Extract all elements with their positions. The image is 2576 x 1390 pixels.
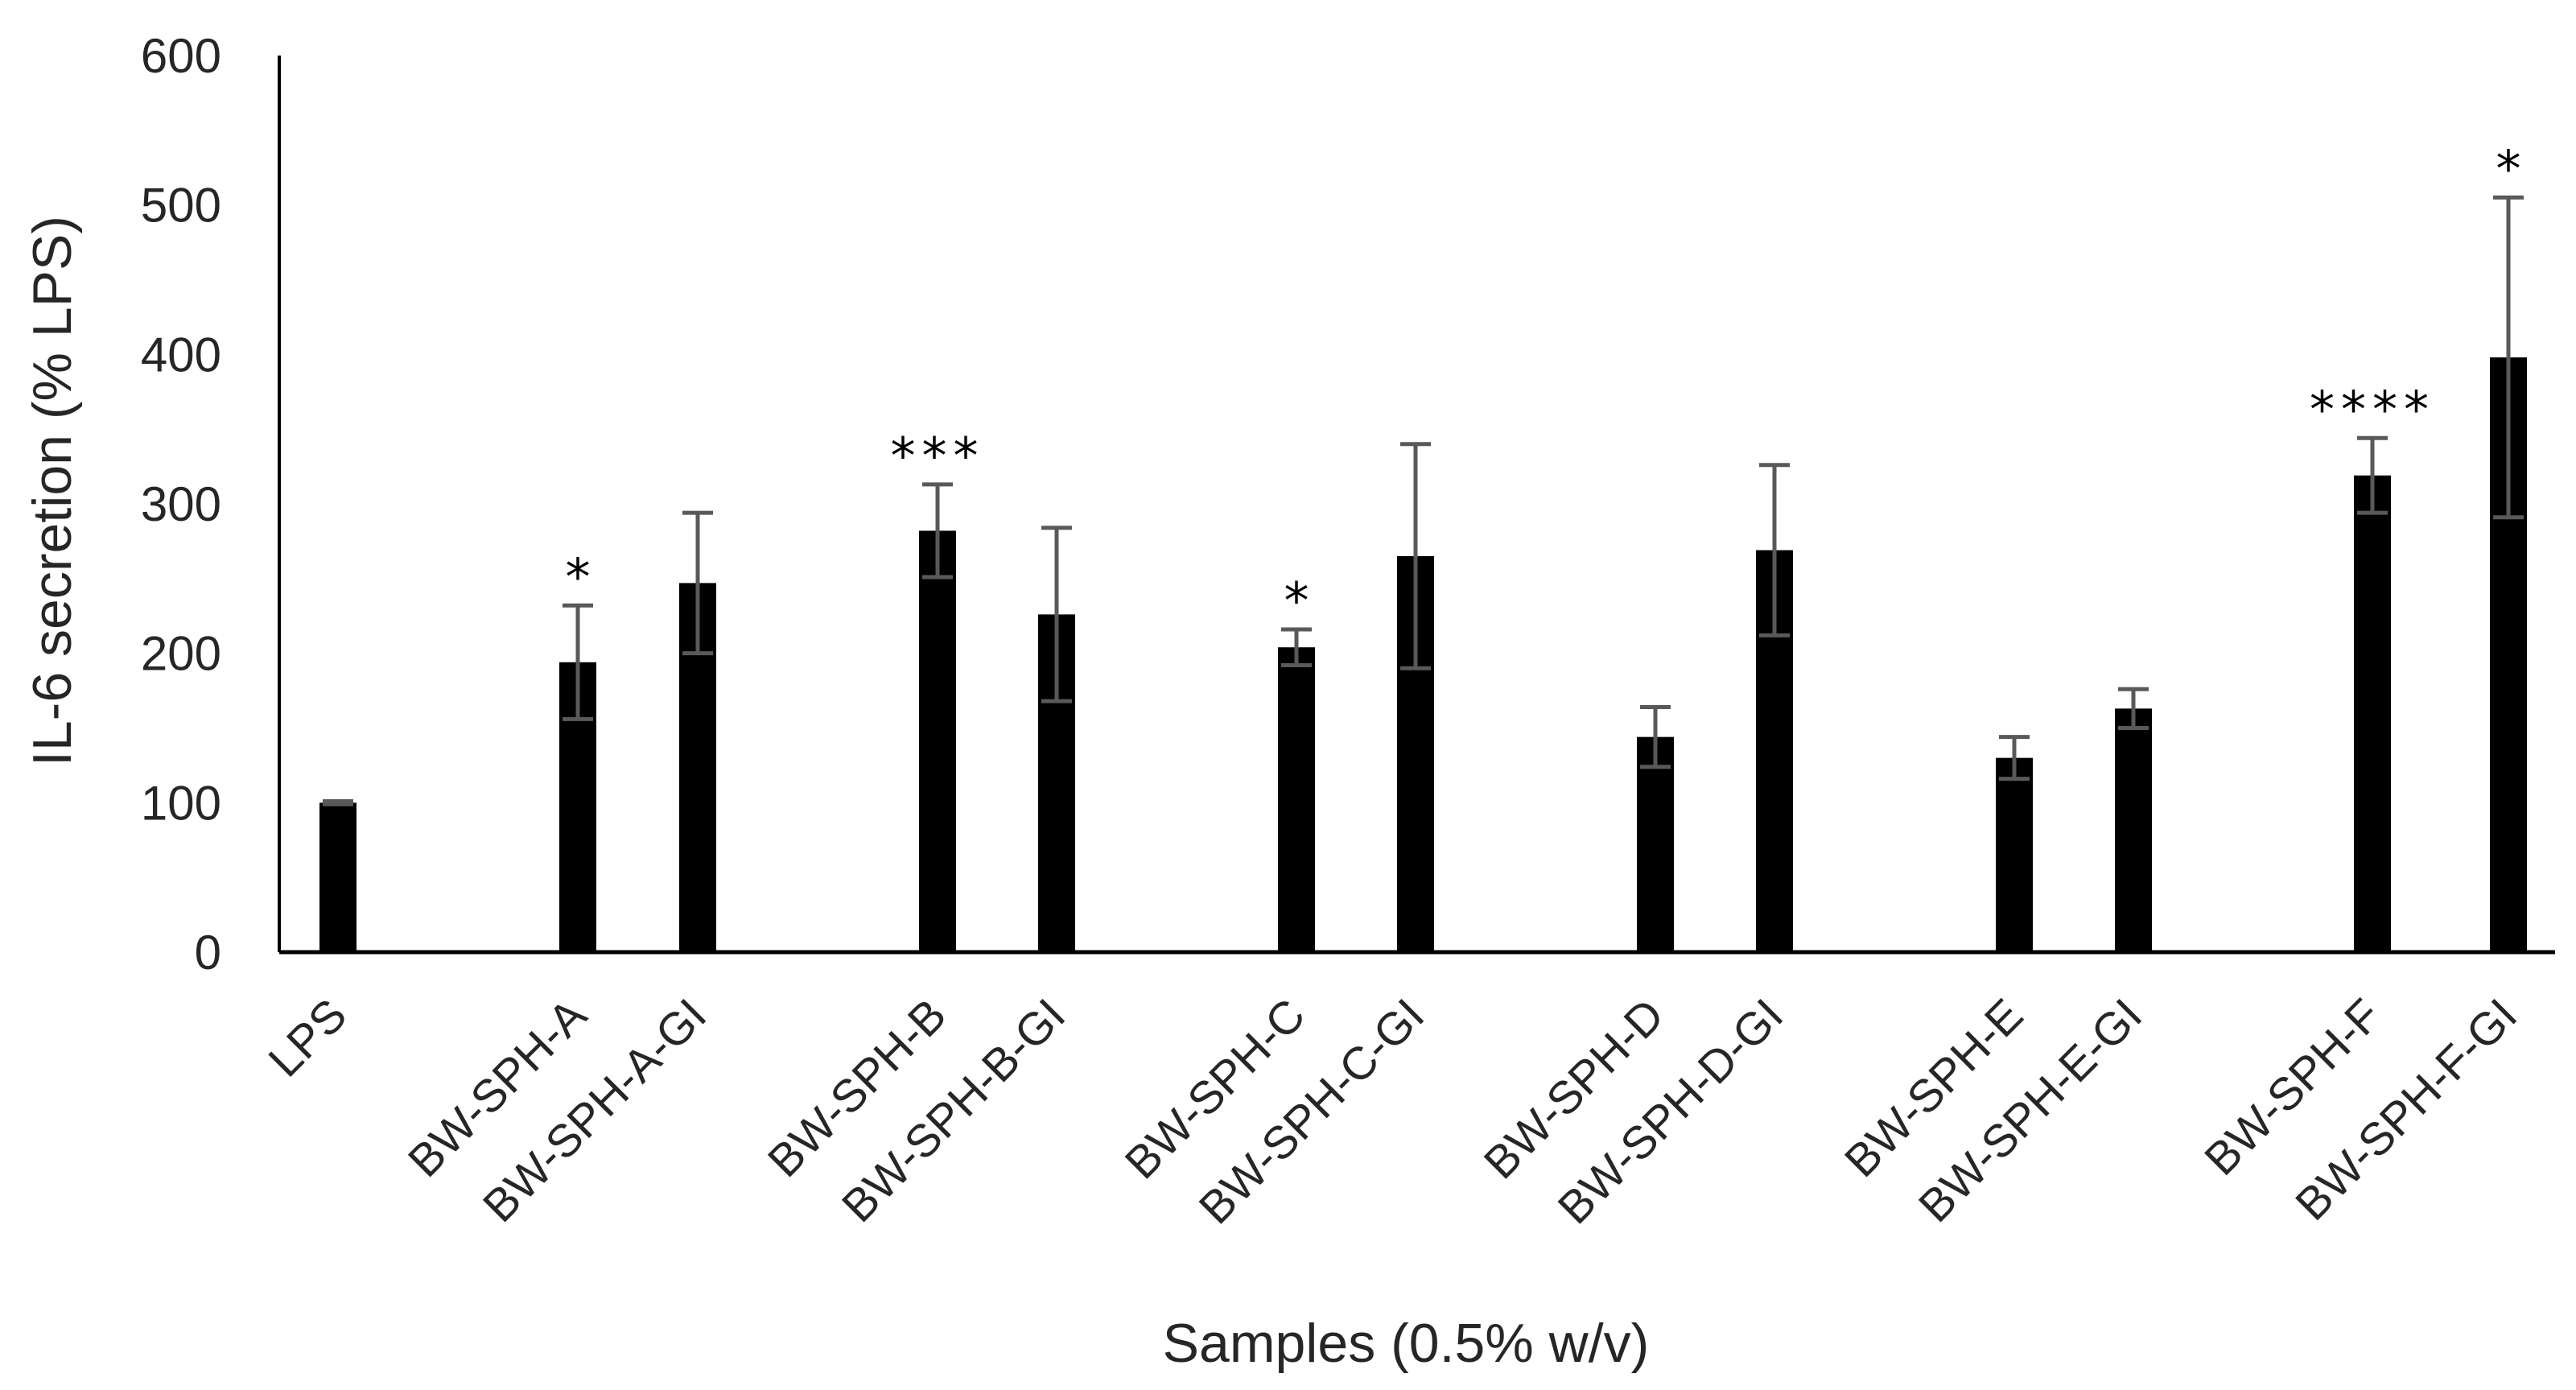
y-axis-title: IL-6 secretion (% LPS) (22, 216, 83, 766)
error-bar-bw-sph-c-gi (1400, 442, 1431, 670)
significance-marker: **** (2310, 380, 2435, 439)
error-bar-bw-sph-f (2357, 435, 2388, 515)
y-tick-label: 200 (141, 627, 221, 681)
significance-marker: * (1284, 571, 1309, 630)
bar-bw-sph-d (1637, 736, 1674, 952)
error-bar-bw-sph-e (1999, 735, 2030, 782)
bars-group (319, 357, 2527, 953)
bar-bw-sph-f (2354, 475, 2391, 952)
error-bar-bw-sph-a (563, 603, 593, 721)
significance-marker: * (566, 547, 591, 606)
y-axis-ticks: 0 100 200 300 400 500 600 (141, 29, 221, 980)
y-tick-label: 300 (141, 477, 221, 531)
bar-lps (319, 802, 357, 952)
error-bar-bw-sph-d (1640, 705, 1671, 769)
significance-markers: ********** (566, 139, 2521, 630)
significance-marker: * (2496, 139, 2521, 198)
error-bar-lps (323, 798, 353, 806)
error-bar-bw-sph-f-gi (2493, 195, 2524, 520)
bar-bw-sph-c (1278, 647, 1315, 952)
error-bar-bw-sph-a-gi (682, 510, 713, 656)
error-bar-bw-sph-b (922, 482, 953, 580)
x-axis-category-labels: LPS BW-SPH-ABW-SPH-A-GI BW-SPH-BBW-SPH-B-G… (259, 989, 2527, 1234)
error-bar-bw-sph-e-gi (2118, 687, 2149, 730)
y-tick-label: 400 (141, 328, 221, 382)
significance-marker: *** (891, 427, 985, 485)
bar-bw-sph-e-gi (2115, 708, 2152, 952)
error-bar-bw-sph-b-gi (1041, 526, 1072, 703)
x-axis-title: Samples (0.5% w/v) (1163, 1313, 1650, 1374)
bar-bw-sph-e (1996, 757, 2033, 952)
y-tick-label: 600 (141, 29, 221, 83)
bar-bw-sph-b (919, 530, 956, 952)
x-tick-label: LPS (259, 989, 357, 1087)
y-tick-label: 100 (141, 776, 221, 830)
error-bar-bw-sph-d-gi (1759, 463, 1790, 637)
error-bars-group (323, 195, 2524, 806)
error-bar-bw-sph-c (1281, 627, 1312, 668)
y-tick-label: 500 (141, 179, 221, 233)
y-tick-label: 0 (195, 926, 221, 980)
